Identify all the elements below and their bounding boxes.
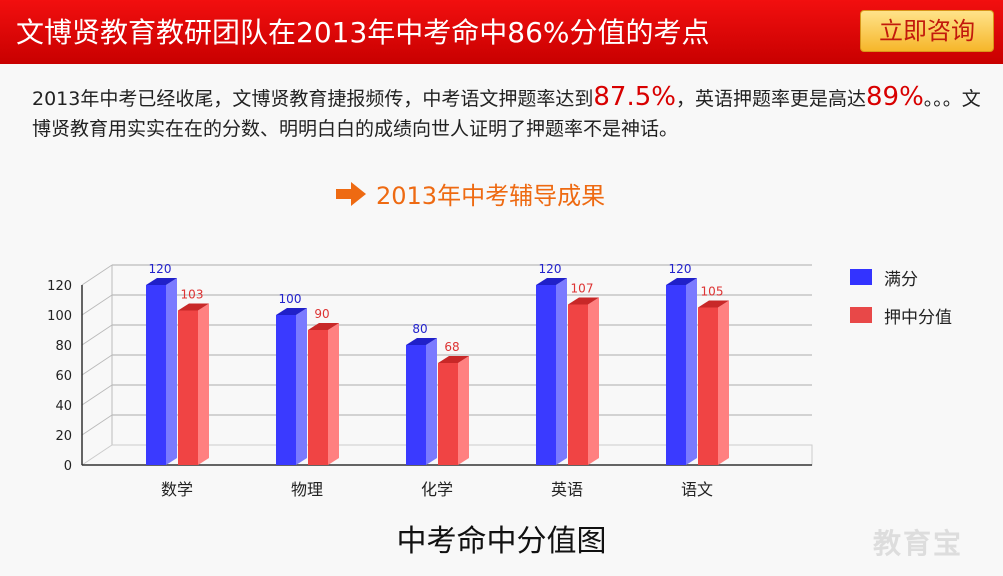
bar-side	[166, 278, 177, 465]
bar	[666, 285, 686, 465]
data-label: 103	[181, 288, 204, 302]
x-tick-label: 英语	[551, 480, 583, 499]
y-tick-label: 0	[64, 459, 72, 474]
intro-text-1: 2013年中考已经收尾，文博贤教育捷报频传，中考语文押题率达到	[32, 88, 594, 110]
bar-side	[426, 338, 437, 465]
data-label: 68	[444, 340, 459, 354]
legend-item-hit: 押中分值	[850, 296, 952, 334]
bar-top	[406, 338, 437, 345]
bar-side	[556, 278, 567, 465]
bar-top	[276, 308, 307, 315]
data-label: 120	[539, 262, 562, 276]
legend-item-full: 满分	[850, 258, 952, 296]
bar-top	[308, 323, 339, 330]
bar	[178, 310, 198, 465]
bar	[438, 363, 458, 465]
bar-top	[438, 356, 469, 363]
chart-legend: 满分 押中分值	[850, 258, 952, 334]
bar-chart: 0 20 40 60 80 100 120 120 103 数学 100 90 物理 80 68 化学 120 1…	[47, 262, 813, 499]
bar	[276, 315, 296, 465]
data-label: 100	[279, 292, 302, 306]
bar	[308, 330, 328, 465]
bar-top	[666, 278, 697, 285]
bar	[536, 285, 556, 465]
section-title: 2013年中考辅导成果	[336, 176, 605, 212]
y-tick-label: 60	[55, 369, 72, 384]
section-title-text: 2013年中考辅导成果	[376, 182, 606, 210]
consult-button[interactable]: 立即咨询	[860, 10, 994, 52]
bar	[146, 285, 166, 465]
bar-side	[686, 278, 697, 465]
y-tick-label: 120	[47, 279, 72, 294]
bar-side	[718, 300, 729, 465]
watermark-logo: 教育宝	[873, 522, 963, 562]
bar-side	[296, 308, 307, 465]
english-hit-rate: 89%	[865, 82, 924, 112]
bar-side	[198, 303, 209, 465]
legend-swatch-hit	[850, 307, 872, 323]
data-label: 120	[669, 262, 692, 276]
chart-title: 中考命中分值图	[396, 524, 607, 559]
arrow-right-icon	[336, 181, 366, 206]
legend-label-hit: 押中分值	[884, 307, 952, 328]
intro-text-2: ，英语押题率更是高达	[675, 88, 866, 110]
gridline-side	[81, 384, 113, 406]
bar-side	[458, 356, 469, 465]
page-title: 文博贤教育教研团队在2013年中考命中86%分值的考点	[16, 16, 710, 49]
bar-top	[146, 278, 177, 285]
y-tick-label: 80	[55, 339, 72, 354]
gridline-side	[81, 294, 113, 316]
y-tick-label: 20	[55, 429, 72, 444]
chinese-hit-rate: 87.5%	[593, 82, 676, 112]
x-tick-label: 语文	[681, 480, 713, 499]
data-label: 120	[149, 262, 172, 276]
bar	[568, 304, 588, 465]
bar-side	[588, 297, 599, 465]
intro-text-3: 。。。文博贤教育用实实在在的分数、明明白白的成绩向世人证明了押题率不是神话。	[32, 88, 981, 140]
bar-top	[568, 297, 599, 305]
bar	[406, 345, 426, 465]
intro-paragraph: 2013年中考已经收尾，文博贤教育捷报频传，中考语文押题率达到87.5%，英语押…	[32, 82, 982, 144]
bar-top	[536, 278, 567, 285]
gridline-side	[81, 414, 113, 436]
x-tick-label: 化学	[421, 480, 453, 499]
bar-top	[178, 303, 209, 311]
legend-label-full: 满分	[884, 269, 918, 290]
header-bar: 文博贤教育教研团队在2013年中考命中86%分值的考点 立即咨询	[0, 0, 1003, 64]
watermark-text: 教育宝	[873, 527, 964, 560]
x-tick-label: 数学	[161, 480, 193, 499]
data-label: 80	[412, 322, 427, 336]
y-tick-label: 100	[47, 309, 72, 324]
x-tick-label: 物理	[291, 480, 323, 499]
bar-top	[698, 300, 729, 308]
bar-side	[328, 323, 339, 465]
y-tick-label: 40	[55, 399, 72, 414]
data-label: 90	[314, 307, 329, 321]
data-label: 105	[701, 285, 724, 299]
data-label: 107	[571, 282, 594, 296]
gridline-side	[81, 264, 113, 286]
bar	[698, 307, 718, 465]
gridline-side	[81, 324, 113, 346]
legend-swatch-full	[850, 269, 872, 285]
gridline-side	[81, 354, 113, 376]
